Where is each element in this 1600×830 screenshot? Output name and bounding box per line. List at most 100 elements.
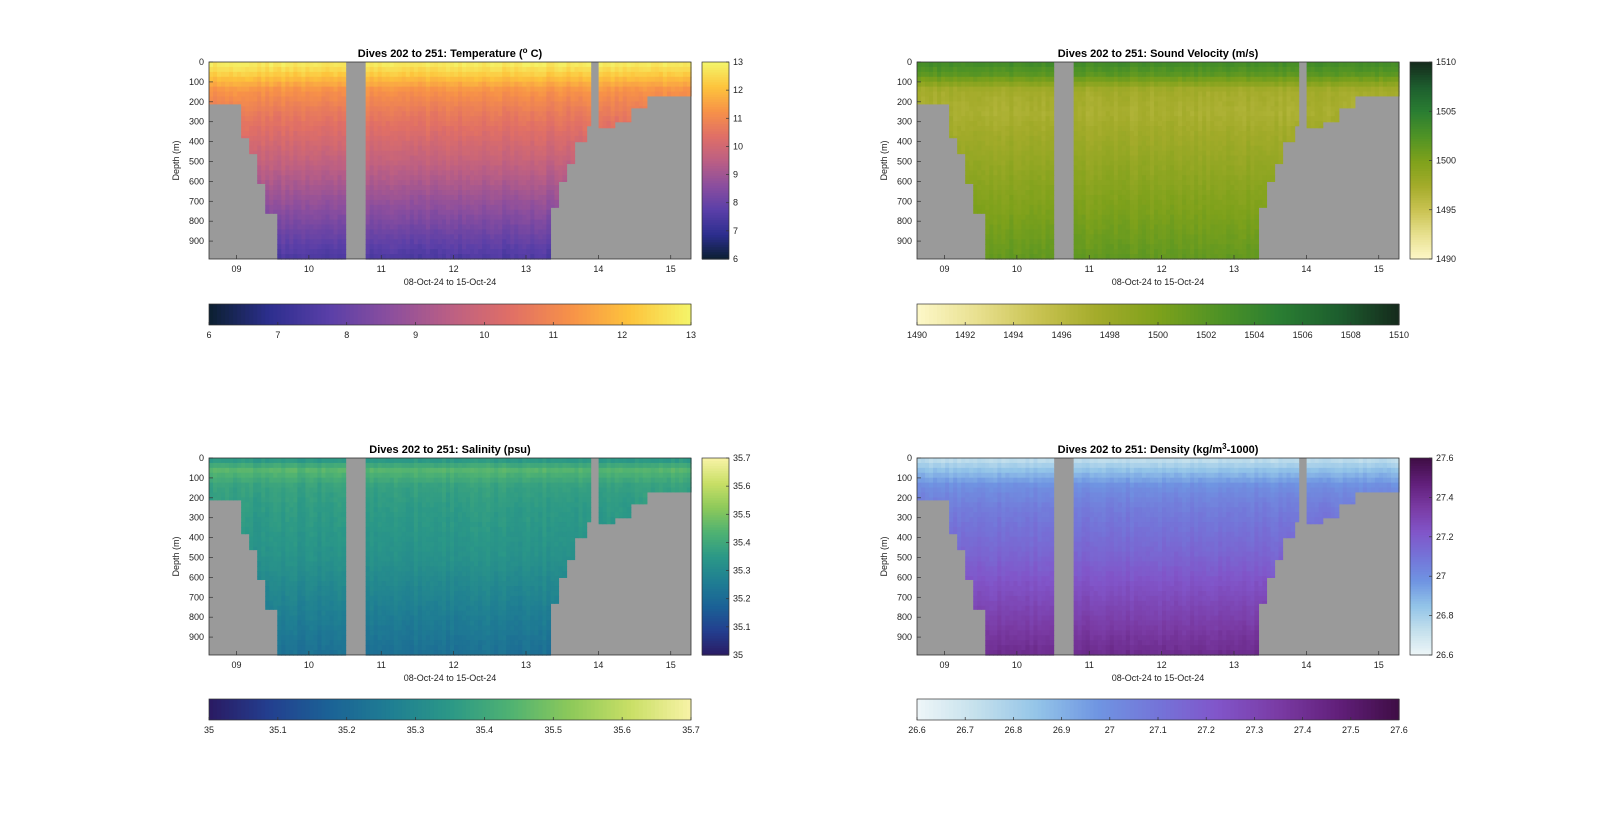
colorbar-tick-label: 11 xyxy=(733,113,742,123)
hbar-tick-label: 1492 xyxy=(955,330,975,340)
colorbar-tick-label: 10 xyxy=(733,141,743,151)
colorbar-tick-label: 35.7 xyxy=(733,453,751,463)
x-tick-label: 12 xyxy=(1157,660,1167,670)
x-tick-label: 13 xyxy=(521,660,531,670)
hbar-tick-label: 35.1 xyxy=(269,725,287,735)
hbar-tick-label: 27.6 xyxy=(1390,725,1408,735)
y-tick-label: 800 xyxy=(897,612,912,622)
x-tick-label: 11 xyxy=(1085,264,1094,274)
y-tick-label: 400 xyxy=(897,137,912,147)
y-tick-label: 900 xyxy=(897,236,912,246)
y-tick-label: 300 xyxy=(897,117,912,127)
y-tick-label: 800 xyxy=(897,216,912,226)
hbar-tick-label: 12 xyxy=(617,330,627,340)
colorbar-tick-label: 6 xyxy=(733,254,738,264)
y-tick-label: 900 xyxy=(897,632,912,642)
y-tick-label: 0 xyxy=(907,57,912,67)
x-tick-label: 13 xyxy=(521,264,531,274)
y-tick-label: 0 xyxy=(199,453,204,463)
x-tick-label: 09 xyxy=(939,660,949,670)
colorbar-tick-label: 8 xyxy=(733,198,738,208)
hbar-tick-label: 1502 xyxy=(1196,330,1216,340)
hbar-tick-label: 26.8 xyxy=(1005,725,1023,735)
colorbar-vertical: 35 35.1 35.2 35.3 35.4 35.5 35.6 35.7 xyxy=(701,453,751,660)
colorbar-tick-label: 27.2 xyxy=(1436,532,1454,542)
hbar-tick-label: 27.2 xyxy=(1197,725,1215,735)
y-tick-label: 300 xyxy=(897,513,912,523)
hbar-tick-label: 35 xyxy=(204,725,214,735)
x-tick-label: 12 xyxy=(449,264,459,274)
y-axis-label: Depth (m) xyxy=(171,140,181,180)
panel-4: Dives 202 to 251: Density (kg/m3-1000) 0 1… xyxy=(879,442,1454,735)
x-tick-label: 14 xyxy=(1301,264,1311,274)
hbar-tick-label: 35.2 xyxy=(338,725,356,735)
colorbar-tick-label: 35.2 xyxy=(733,594,751,604)
y-tick-label: 0 xyxy=(907,453,912,463)
colorbar-tick-label: 35.3 xyxy=(733,566,751,576)
x-tick-label: 09 xyxy=(231,660,241,670)
y-tick-label: 100 xyxy=(189,77,204,87)
chart-title: Dives 202 to 251: Temperature (o C) xyxy=(358,46,543,60)
y-tick-label: 300 xyxy=(189,513,204,523)
y-tick-label: 400 xyxy=(897,533,912,543)
hbar-tick-label: 26.7 xyxy=(956,725,974,735)
hbar-tick-label: 1500 xyxy=(1148,330,1168,340)
hbar-tick-label: 35.6 xyxy=(613,725,631,735)
y-tick-label: 600 xyxy=(189,176,204,186)
colorbar-tick-label: 13 xyxy=(733,57,743,67)
y-axis-label: Depth (m) xyxy=(879,536,889,576)
hbar-tick-label: 26.9 xyxy=(1053,725,1071,735)
panel-3: Dives 202 to 251: Salinity (psu) 0 100 200 3… xyxy=(171,444,751,735)
x-axis-label: 08-Oct-24 to 15-Oct-24 xyxy=(1112,673,1205,683)
colorbar-tick-label: 1490 xyxy=(1436,254,1456,264)
colorbar-horizontal: 6 7 8 9 10 11 12 13 xyxy=(206,303,696,340)
colorbar-tick-label: 27.4 xyxy=(1436,492,1454,502)
colorbar-vertical: 1490 1495 1500 1505 1510 xyxy=(1409,57,1456,264)
x-tick-label: 15 xyxy=(666,660,676,670)
hbar-tick-label: 35.7 xyxy=(682,725,700,735)
plot-frame xyxy=(916,61,1400,260)
y-tick-label: 100 xyxy=(897,77,912,87)
colorbar-tick-label: 26.6 xyxy=(1436,650,1454,660)
y-tick-label: 700 xyxy=(189,196,204,206)
title-superscript: 3 xyxy=(1222,442,1227,451)
y-tick-label: 600 xyxy=(897,572,912,582)
y-tick-label: 800 xyxy=(189,216,204,226)
hbar-tick-label: 26.6 xyxy=(908,725,926,735)
hbar-tick-label: 1504 xyxy=(1244,330,1264,340)
x-tick-label: 15 xyxy=(666,264,676,274)
hbar-tick-label: 1496 xyxy=(1052,330,1072,340)
y-tick-label: 800 xyxy=(189,612,204,622)
hbar-tick-label: 1510 xyxy=(1389,330,1409,340)
colorbar-tick-label: 1510 xyxy=(1436,57,1456,67)
colorbar-tick-label: 35.4 xyxy=(733,537,751,547)
heatmap-cells xyxy=(917,62,1400,260)
hbar-tick-label: 10 xyxy=(479,330,489,340)
hbar-tick-label: 27.3 xyxy=(1246,725,1264,735)
hbar-tick-label: 9 xyxy=(413,330,418,340)
hbar-tick-label: 35.3 xyxy=(407,725,425,735)
colorbar-tick-label: 26.8 xyxy=(1436,611,1454,621)
x-tick-label: 13 xyxy=(1229,264,1239,274)
x-tick-label: 14 xyxy=(1301,660,1311,670)
y-tick-label: 100 xyxy=(897,473,912,483)
hbar-tick-label: 1508 xyxy=(1341,330,1361,340)
y-tick-label: 500 xyxy=(897,552,912,562)
y-tick-label: 200 xyxy=(189,493,204,503)
colorbar-tick-label: 27 xyxy=(1436,571,1446,581)
colorbar-tick-label: 1500 xyxy=(1436,156,1456,166)
x-tick-label: 15 xyxy=(1374,264,1384,274)
x-tick-label: 14 xyxy=(593,264,603,274)
y-tick-label: 500 xyxy=(189,552,204,562)
y-tick-label: 900 xyxy=(189,236,204,246)
hbar-tick-label: 35.4 xyxy=(476,725,494,735)
colorbar-horizontal: 1490 1492 1494 1496 1498 1500 1502 1504 1506 1508… xyxy=(907,303,1409,340)
plot-frame xyxy=(208,61,692,260)
panel-1: Dives 202 to 251: Temperature (o C) 0 100 2… xyxy=(171,46,743,340)
x-tick-label: 11 xyxy=(377,660,386,670)
colorbar-tick-label: 7 xyxy=(733,226,738,236)
colorbar-tick-label: 9 xyxy=(733,170,738,180)
colorbar-tick-label: 1505 xyxy=(1436,106,1456,116)
hbar-tick-label: 11 xyxy=(549,330,558,340)
